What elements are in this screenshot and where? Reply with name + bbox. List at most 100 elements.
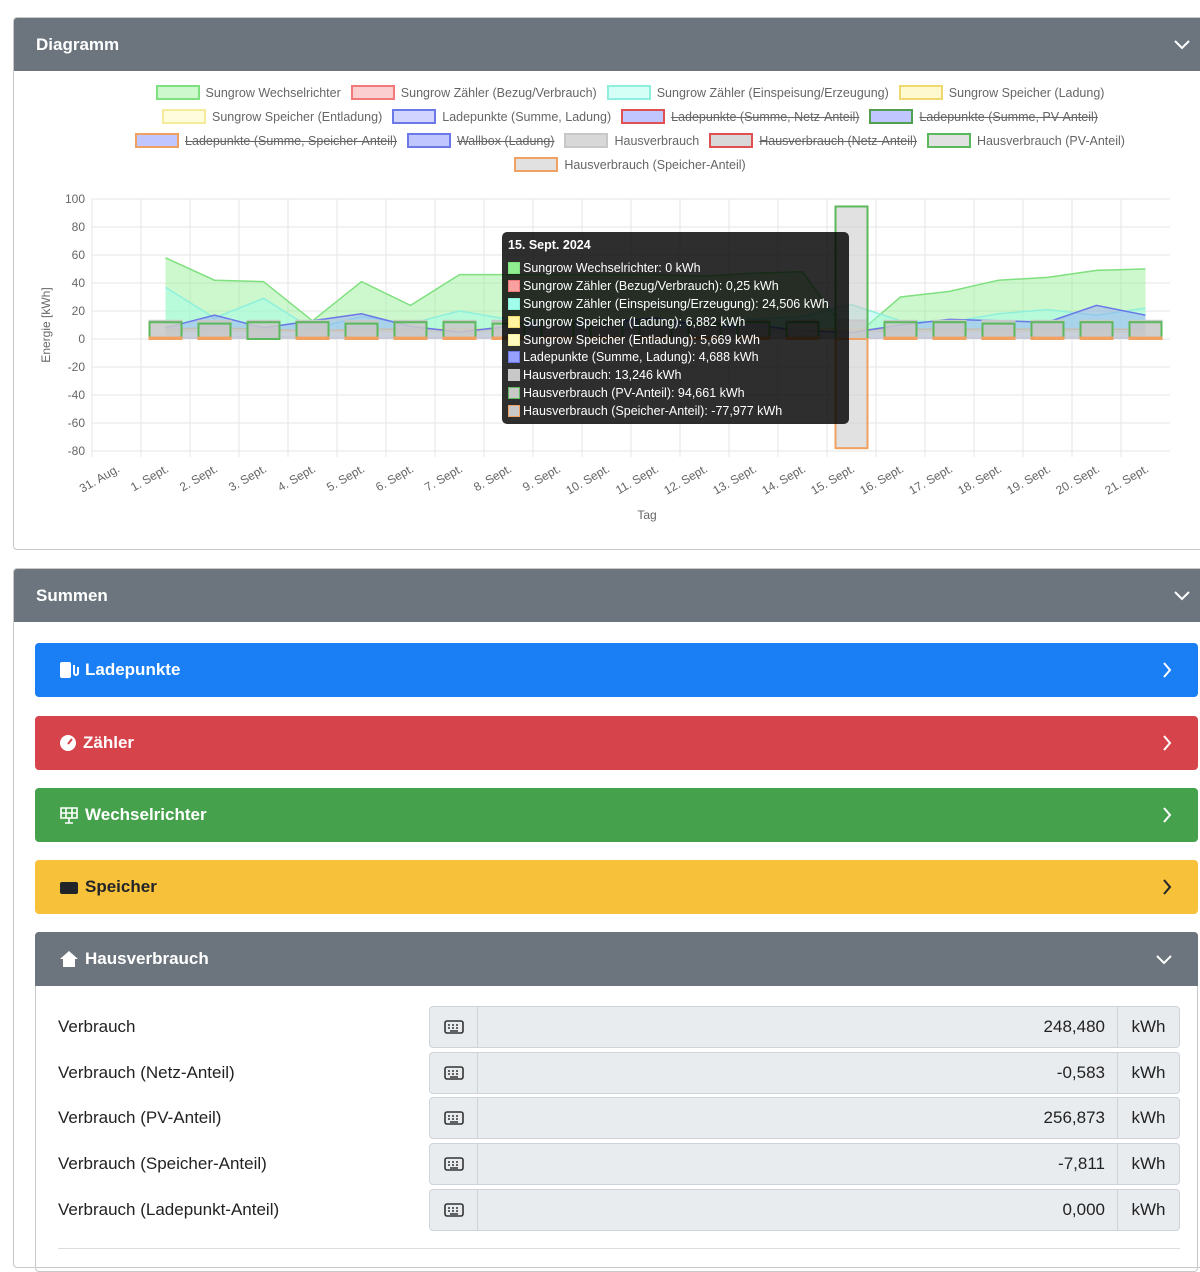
- legend-item[interactable]: Wallbox (Ladung): [406, 132, 555, 149]
- legend-item[interactable]: Sungrow Zähler (Bezug/Verbrauch): [350, 84, 597, 101]
- tooltip-text: Sungrow Speicher (Ladung): 6,882 kWh: [523, 314, 746, 329]
- bar: [1030, 336, 1065, 341]
- x-tick-label: 9. Sept.: [520, 461, 563, 494]
- bar: [981, 336, 1016, 341]
- bar: [883, 321, 918, 341]
- diagram-panel: Diagramm: [13, 17, 1200, 550]
- section-button[interactable]: Wechselrichter: [35, 788, 1198, 842]
- section-button[interactable]: Ladepunkte: [35, 643, 1198, 697]
- bar: [148, 321, 183, 341]
- panel-title: Diagramm: [36, 35, 120, 54]
- y-tick-label: 80: [72, 220, 86, 234]
- section-button[interactable]: Hausverbrauch: [35, 932, 1198, 986]
- y-tick-label: -40: [68, 388, 86, 402]
- keyboard-icon: [430, 1144, 479, 1185]
- legend-item[interactable]: Sungrow Speicher (Entladung): [162, 108, 382, 125]
- divider: [58, 1248, 1180, 1249]
- legend-label: Hausverbrauch (PV-Anteil): [976, 133, 1125, 148]
- section-title: Hausverbrauch: [85, 949, 209, 968]
- icon: [60, 735, 76, 751]
- tooltip-text: Hausverbrauch (PV-Anteil): 94,661 kWh: [523, 386, 745, 401]
- tooltip-swatch: [508, 351, 520, 364]
- input-group: -7,811 kWh: [429, 1143, 1180, 1186]
- tooltip-swatch: [508, 261, 520, 274]
- legend-item[interactable]: Sungrow Speicher (Ladung): [898, 84, 1104, 101]
- bar: [1079, 336, 1114, 341]
- bar: [1128, 321, 1163, 341]
- table-row: Verbrauch (PV-Anteil) 256,873 kWh: [58, 1097, 1180, 1140]
- icon: [444, 1202, 464, 1217]
- legend-label: Wallbox (Ladung): [456, 133, 555, 148]
- bar: [148, 336, 183, 341]
- legend-item[interactable]: Sungrow Zähler (Einspeisung/Erzeugung): [606, 84, 889, 101]
- y-axis-label: Energie [kWh]: [39, 287, 53, 362]
- legend-label: Hausverbrauch (Speicher-Anteil): [564, 157, 746, 172]
- legend-swatch: [162, 109, 206, 124]
- tooltip-item: Sungrow Speicher (Entladung): 5,669 kWh: [508, 331, 843, 349]
- x-tick-label: 13. Sept.: [710, 461, 759, 497]
- legend-swatch: [135, 133, 180, 148]
- x-tick-label: 17. Sept.: [906, 461, 955, 497]
- x-tick-label: 16. Sept.: [857, 461, 906, 497]
- legend-item[interactable]: Ladepunkte (Summe, Netz-Anteil): [621, 108, 859, 125]
- panel-header[interactable]: Diagramm: [14, 18, 1200, 71]
- tooltip-item: Hausverbrauch: 13,246 kWh: [508, 366, 843, 384]
- x-tick-label: 5. Sept.: [324, 461, 367, 494]
- table-row: Verbrauch (Ladepunkt-Anteil) 0,000 kWh: [58, 1188, 1180, 1231]
- row-label: Verbrauch (Netz-Anteil): [58, 1062, 235, 1082]
- section-button[interactable]: Speicher: [35, 860, 1198, 914]
- legend-item[interactable]: Ladepunkte (Summe, Speicher-Anteil): [135, 132, 397, 149]
- value: 248,480: [1043, 1017, 1105, 1036]
- section-title: Ladepunkte: [85, 660, 181, 679]
- chevron: [1174, 591, 1190, 601]
- legend-item[interactable]: Hausverbrauch (Netz-Anteil): [709, 132, 917, 149]
- legend-swatch: [709, 133, 754, 148]
- x-tick-label: 12. Sept.: [661, 461, 710, 497]
- section-button[interactable]: Zähler: [35, 716, 1198, 770]
- legend-swatch: [514, 157, 559, 172]
- legend-item[interactable]: Ladepunkte (Summe, PV-Anteil): [869, 108, 1098, 125]
- x-tick-label: 4. Sept.: [275, 461, 318, 494]
- tooltip-item: Ladepunkte (Summe, Ladung): 4,688 kWh: [508, 348, 843, 366]
- legend-item[interactable]: Hausverbrauch (PV-Anteil): [926, 132, 1125, 149]
- value: -7,811: [1058, 1154, 1105, 1174]
- x-tick-label: 6. Sept.: [373, 461, 416, 494]
- x-tick-label: 18. Sept.: [955, 461, 1004, 497]
- x-tick-label: 14. Sept.: [759, 461, 808, 497]
- unit: kWh: [1117, 1007, 1179, 1047]
- bar: [393, 321, 428, 341]
- y-tick-label: 100: [65, 192, 85, 206]
- y-tick-label: 0: [78, 332, 85, 346]
- tooltip-text: Sungrow Zähler (Bezug/Verbrauch): 0,25 k…: [523, 278, 779, 293]
- x-tick-label: 3. Sept.: [226, 461, 269, 494]
- legend-label: Ladepunkte (Summe, PV-Anteil): [919, 109, 1098, 124]
- legend-item[interactable]: Hausverbrauch: [564, 132, 699, 149]
- panel-header[interactable]: Summen: [14, 569, 1200, 622]
- chevron: [1163, 807, 1172, 823]
- legend: Sungrow Wechselrichter Sungrow Zähler (Be…: [90, 84, 1170, 173]
- y-tick-label: -80: [68, 444, 86, 458]
- legend-item[interactable]: Sungrow Wechselrichter: [155, 84, 341, 101]
- icon: [60, 807, 78, 824]
- x-axis-label: Tag: [637, 508, 656, 522]
- legend-item[interactable]: Hausverbrauch (Speicher-Anteil): [514, 156, 746, 173]
- legend-label: Sungrow Zähler (Einspeisung/Erzeugung): [656, 85, 889, 100]
- legend-swatch: [898, 85, 943, 100]
- x-tick-label: 31. Aug.: [77, 461, 122, 495]
- icon: [60, 882, 78, 894]
- y-tick-label: 40: [72, 276, 86, 290]
- legend-item[interactable]: Ladepunkte (Summe, Ladung): [392, 108, 611, 125]
- section-title: Wechselrichter: [85, 805, 207, 824]
- legend-swatch: [350, 85, 395, 100]
- tooltip-swatch: [508, 333, 520, 346]
- keyboard-icon: [430, 1098, 479, 1139]
- tooltip-item: Sungrow Zähler (Einspeisung/Erzeugung): …: [508, 295, 843, 313]
- tooltip-text: Sungrow Zähler (Einspeisung/Erzeugung): …: [523, 296, 829, 311]
- legend-label: Ladepunkte (Summe, Speicher-Anteil): [185, 133, 397, 148]
- unit: kWh: [1117, 1144, 1179, 1185]
- unit: kWh: [1117, 1052, 1179, 1093]
- unit: kWh: [1117, 1189, 1179, 1230]
- y-tick-label: 20: [72, 304, 86, 318]
- bar: [932, 321, 967, 341]
- bar: [197, 336, 232, 341]
